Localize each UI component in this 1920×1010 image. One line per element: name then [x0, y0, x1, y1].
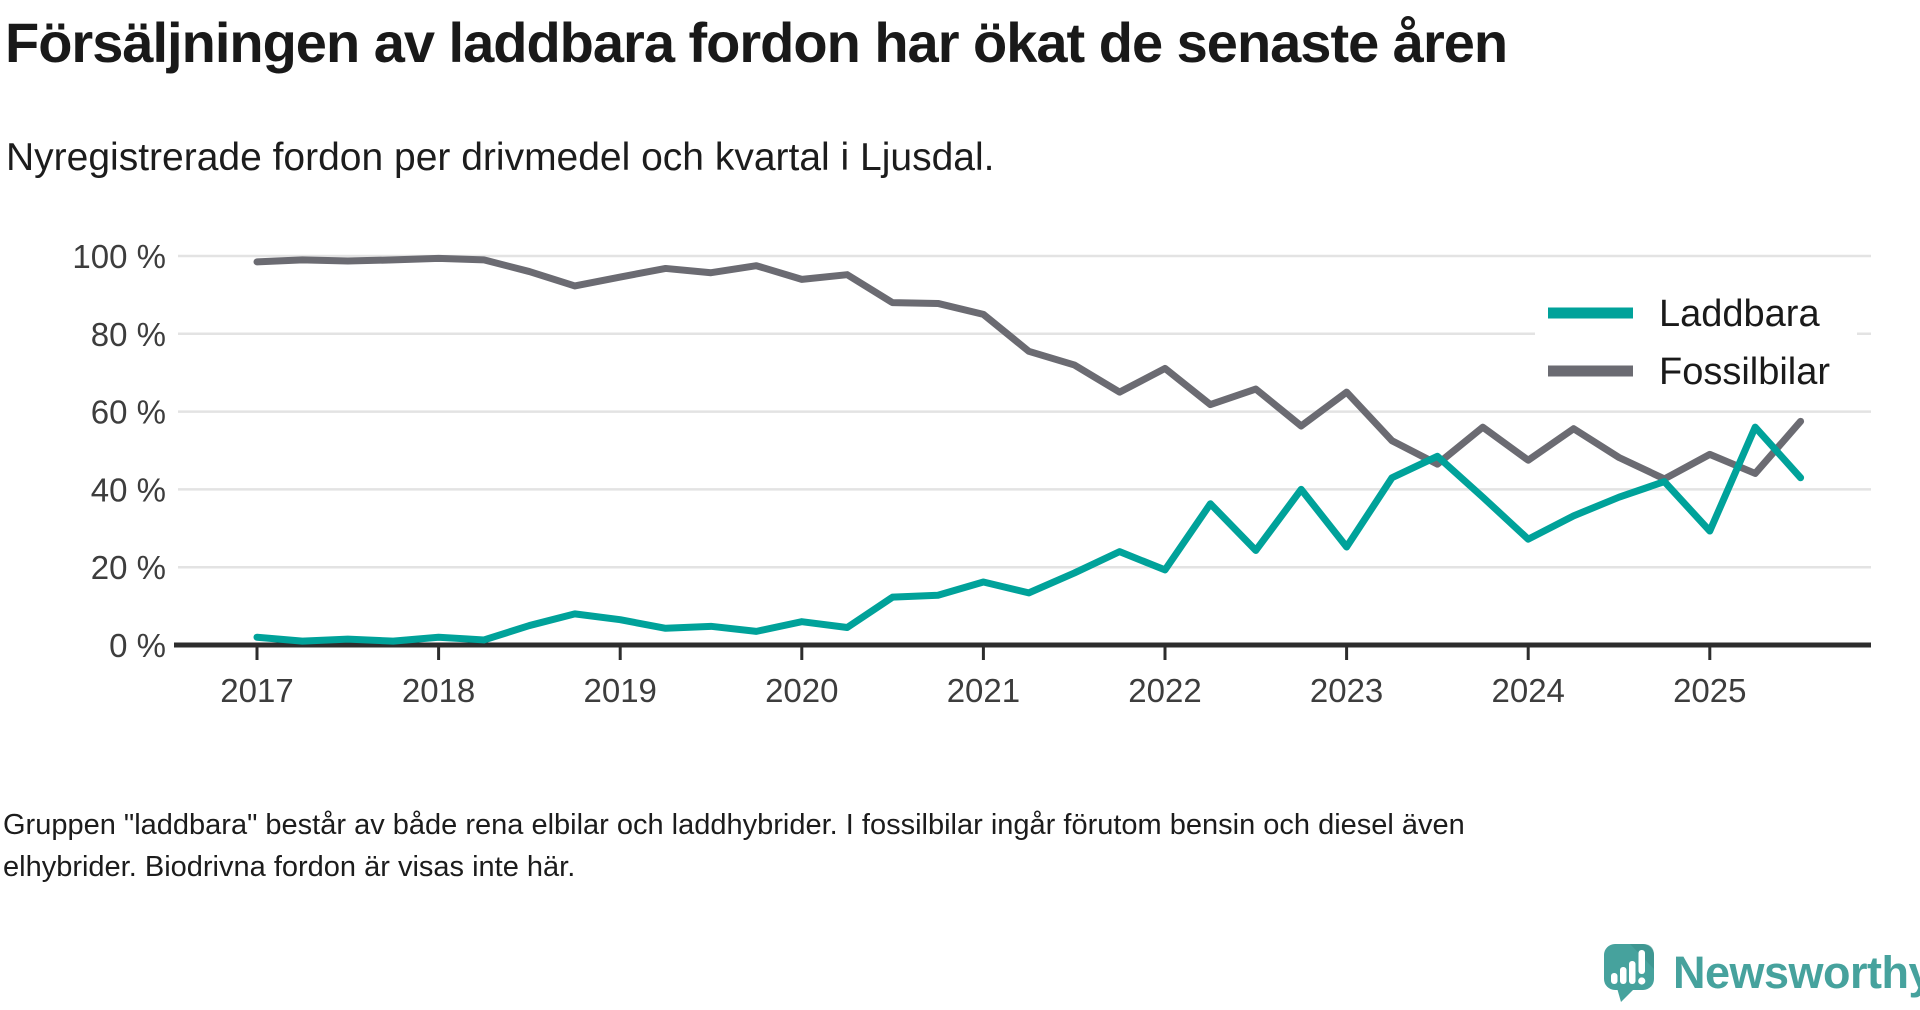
- legend-label-fossilbilar: Fossilbilar: [1659, 351, 1830, 393]
- x-axis-label: 2021: [947, 672, 1020, 709]
- legend-background: [1535, 276, 1857, 400]
- legend-label-laddbara: Laddbara: [1659, 293, 1820, 335]
- y-axis-label: 80 %: [91, 316, 166, 353]
- x-axis-label: 2019: [583, 672, 656, 709]
- newsworthy-logo-icon: [1604, 944, 1654, 1002]
- x-axis-label: 2017: [220, 672, 293, 709]
- y-axis-label: 20 %: [91, 549, 166, 586]
- y-axis-label: 0 %: [109, 627, 166, 664]
- y-axis-label: 100 %: [72, 238, 166, 275]
- series-line-laddbara: [253, 423, 1805, 645]
- x-axis-label: 2025: [1673, 672, 1746, 709]
- y-axis-label: 40 %: [91, 471, 166, 508]
- x-axis-label: 2020: [765, 672, 838, 709]
- newsworthy-logo: Newsworthy: [1602, 942, 1920, 1004]
- y-axis-label: 60 %: [91, 394, 166, 431]
- chart-title: Försäljningen av laddbara fordon har öka…: [5, 11, 1508, 74]
- x-axis-label: 2018: [402, 672, 475, 709]
- series-line-fossilbilar: [253, 254, 1805, 483]
- x-axis-label: 2022: [1128, 672, 1201, 709]
- x-axis-label: 2023: [1310, 672, 1383, 709]
- chart-subtitle: Nyregistrerade fordon per drivmedel och …: [6, 136, 995, 179]
- chart-footnote: Gruppen "laddbara" består av både rena e…: [3, 809, 1465, 884]
- newsworthy-logo-text: Newsworthy: [1673, 947, 1920, 998]
- x-axis-label: 2024: [1491, 672, 1564, 709]
